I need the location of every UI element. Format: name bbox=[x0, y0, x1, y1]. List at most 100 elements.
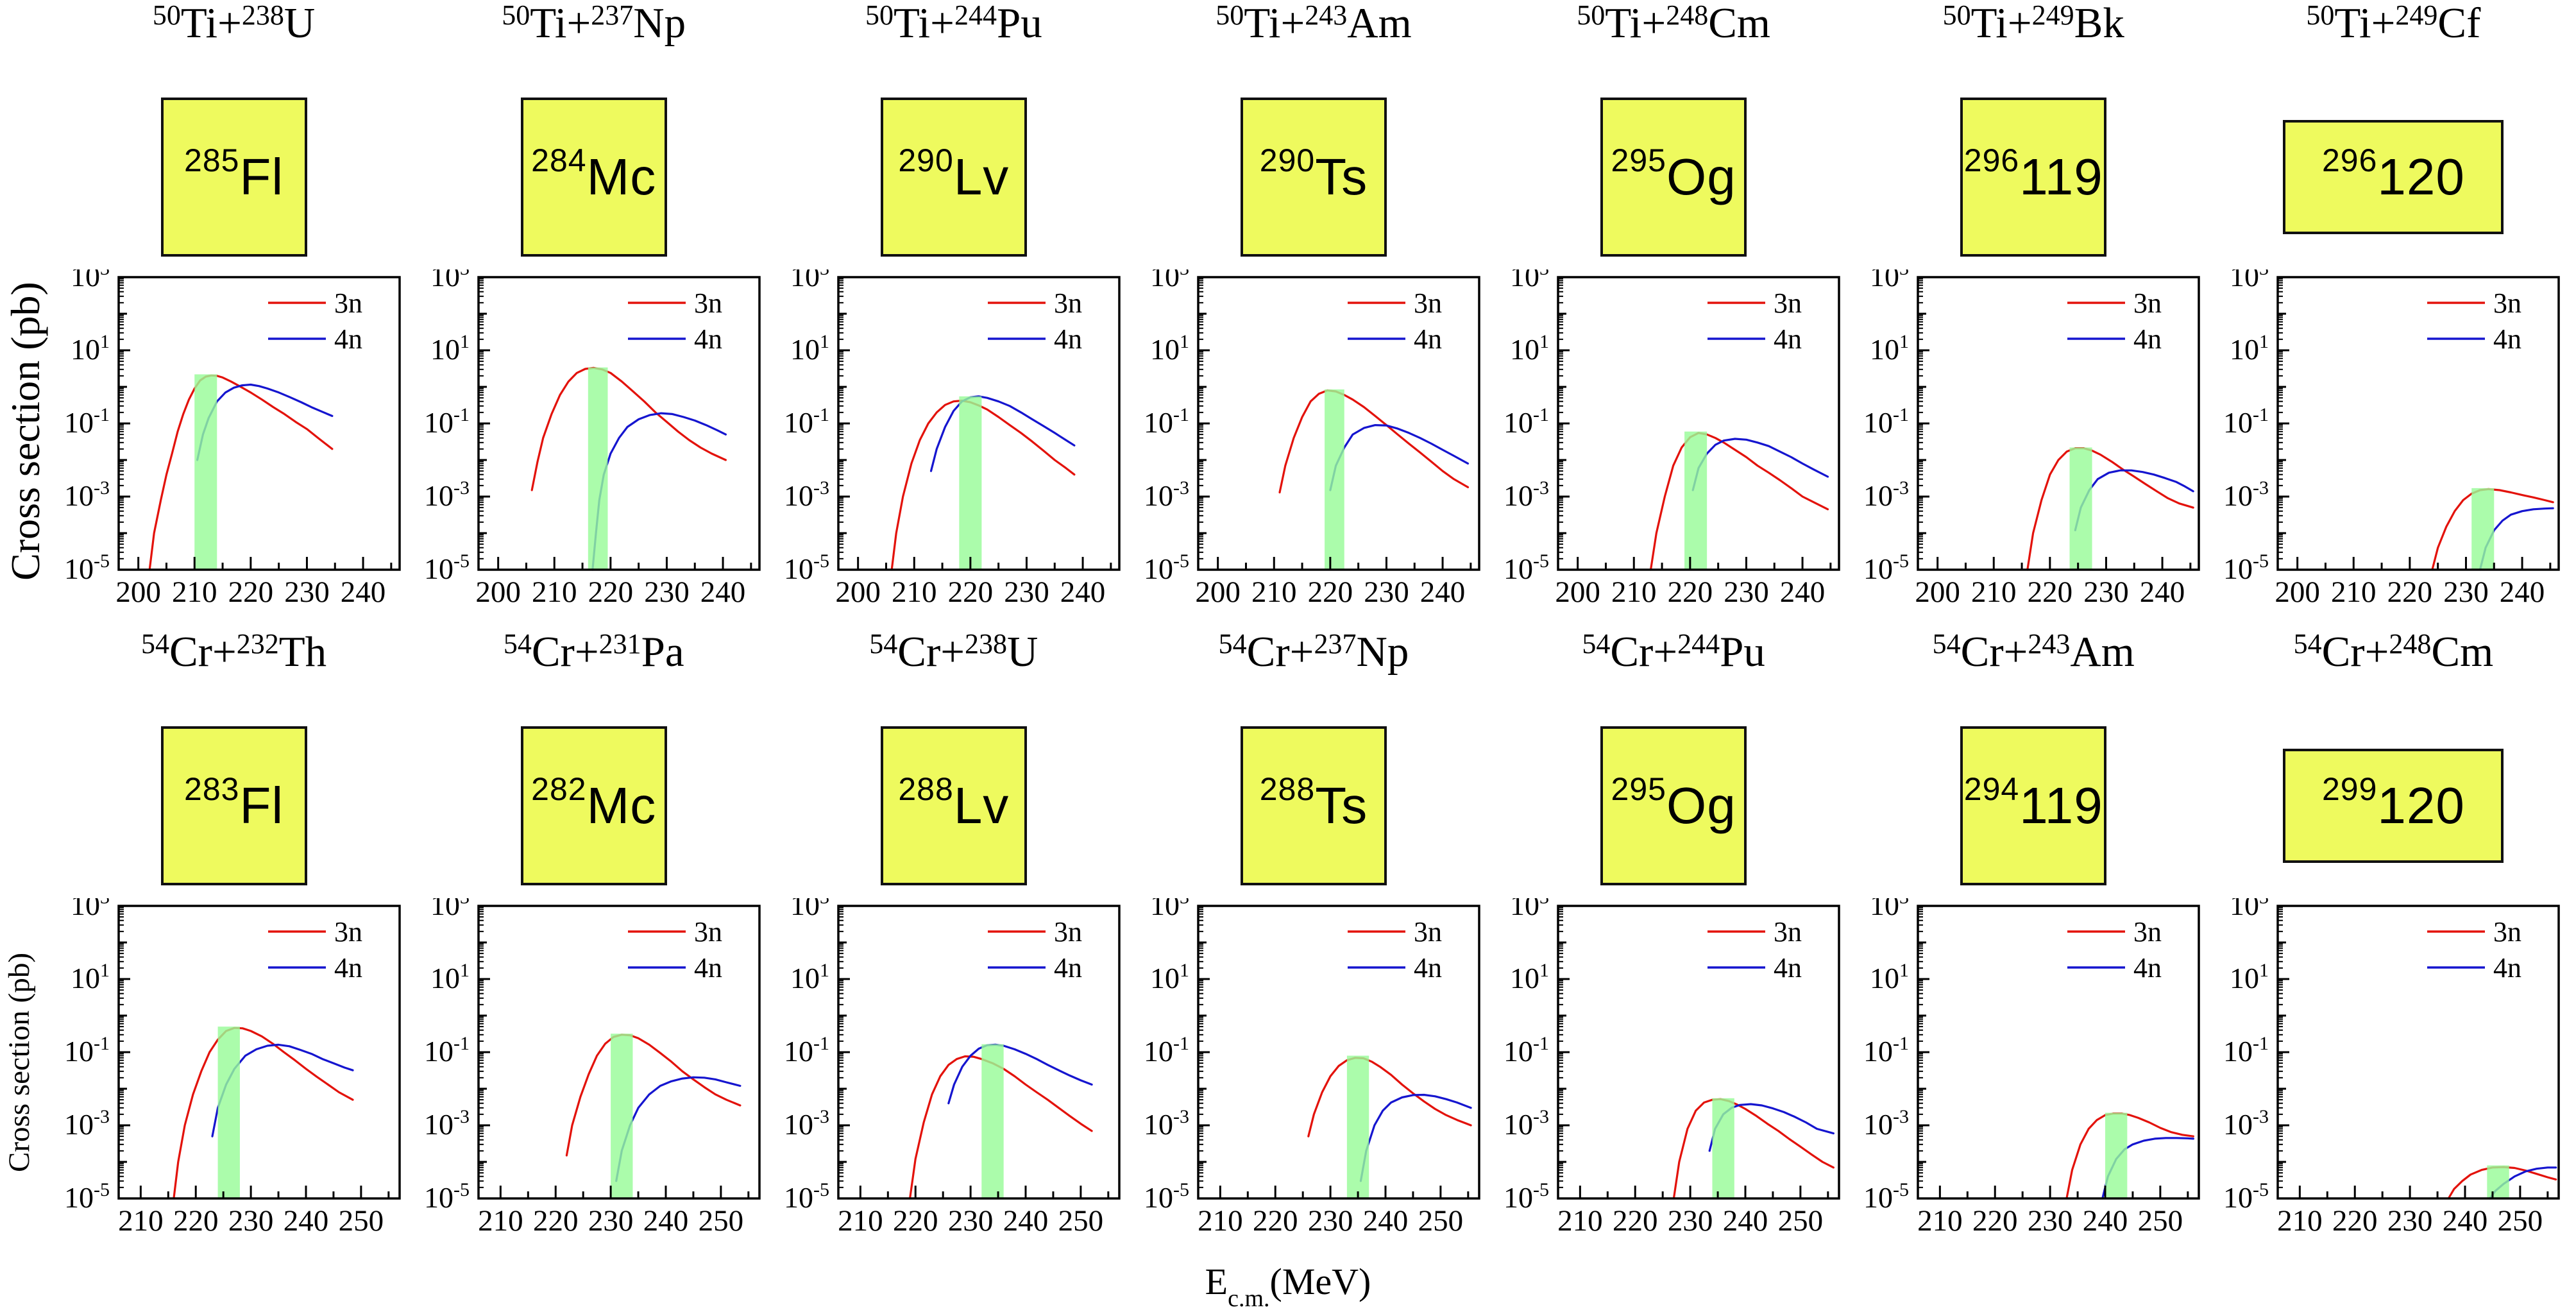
product-mass: 283 bbox=[184, 771, 240, 807]
x-axis-tick-labels: 200 210 220 230 240 bbox=[2275, 575, 2545, 609]
axes-ticks bbox=[1918, 276, 2192, 571]
svg-text:10-3: 10-3 bbox=[784, 1106, 829, 1141]
product-symbol: Mc bbox=[586, 777, 657, 834]
projectile-symbol: Cr bbox=[1246, 628, 1290, 676]
reaction-title: 50 Ti +249 Cf bbox=[2306, 0, 2480, 71]
svg-text:103: 103 bbox=[2230, 898, 2269, 921]
projectile-symbol: Ti bbox=[1244, 0, 1281, 47]
svg-text:10-5: 10-5 bbox=[424, 550, 470, 585]
projectile-symbol: Cr bbox=[169, 628, 212, 676]
product-label: 285Fl bbox=[184, 142, 284, 207]
svg-text:250: 250 bbox=[1778, 1204, 1824, 1238]
evaporation-window-band bbox=[1712, 1098, 1734, 1198]
legend-label-3n: 3n bbox=[334, 287, 362, 319]
plot-frame bbox=[1917, 905, 2201, 1200]
svg-text:10-3: 10-3 bbox=[424, 1106, 470, 1141]
plus-sign: + bbox=[212, 628, 237, 676]
plot-frame bbox=[1557, 276, 1840, 571]
svg-text:230: 230 bbox=[1004, 575, 1049, 609]
product-label: 288Lv bbox=[898, 771, 1010, 835]
product-mass: 299 bbox=[2321, 771, 2378, 807]
series-3n-curve bbox=[2026, 447, 2195, 571]
legend-label-3n: 3n bbox=[334, 916, 362, 948]
axes-ticks bbox=[2278, 276, 2552, 571]
legend-label-3n: 3n bbox=[2493, 287, 2521, 319]
product-box-area: 288Lv bbox=[880, 725, 1027, 887]
product-nucleus-box: 290Lv bbox=[880, 98, 1027, 257]
svg-text:220: 220 bbox=[947, 575, 993, 609]
y-axis-tick-labels: 103 101 10-1 10-3 10-5 bbox=[1144, 898, 1189, 1214]
series-3n-curve bbox=[172, 1027, 354, 1200]
evaporation-window-band bbox=[1684, 431, 1707, 570]
legend-label-4n: 4n bbox=[1414, 952, 1442, 984]
plus-sign: + bbox=[566, 0, 591, 47]
reaction-title: 50 Ti +237 Np bbox=[502, 0, 686, 71]
svg-text:101: 101 bbox=[1150, 331, 1189, 366]
svg-text:10-1: 10-1 bbox=[784, 1033, 829, 1068]
svg-text:10-1: 10-1 bbox=[1144, 1033, 1189, 1068]
product-symbol: Og bbox=[1666, 148, 1736, 205]
svg-text:10-3: 10-3 bbox=[784, 477, 829, 512]
projectile-symbol: Ti bbox=[1970, 0, 2008, 47]
target-mass: 237 bbox=[591, 0, 634, 31]
legend-label-4n: 4n bbox=[2133, 952, 2162, 984]
plot-frame bbox=[117, 905, 401, 1200]
svg-text:10-5: 10-5 bbox=[2223, 550, 2269, 585]
plus-sign: + bbox=[2003, 628, 2028, 676]
product-mass: 296 bbox=[1963, 142, 2020, 178]
target-symbol: U bbox=[1007, 628, 1038, 676]
reaction-title: 54 Cr +244 Pu bbox=[1582, 628, 1765, 699]
product-nucleus-box: 295Og bbox=[1600, 98, 1747, 257]
y-axis-tick-labels: 103 101 10-1 10-3 10-5 bbox=[64, 898, 110, 1214]
product-box-area: 299120 bbox=[2283, 725, 2504, 887]
series-4n-curve bbox=[1691, 438, 1829, 491]
reaction-title: 50 Ti +249 Bk bbox=[1943, 0, 2124, 71]
projectile-mass: 50 bbox=[1577, 0, 1606, 31]
svg-text:230: 230 bbox=[588, 1204, 634, 1238]
svg-text:10-5: 10-5 bbox=[1504, 1179, 1549, 1214]
x-axis-tick-labels: 210 220 230 240 250 bbox=[1557, 1204, 1823, 1238]
legend-label-4n: 4n bbox=[2493, 952, 2521, 984]
svg-text:10-1: 10-1 bbox=[64, 404, 110, 439]
product-mass: 282 bbox=[531, 771, 587, 807]
svg-text:200: 200 bbox=[1195, 575, 1241, 609]
target-mass: 248 bbox=[2389, 628, 2432, 660]
series-4n-curve bbox=[947, 1043, 1093, 1105]
evaporation-window-band bbox=[2069, 447, 2092, 570]
projectile-symbol: Ti bbox=[1605, 0, 1642, 47]
projectile-mass: 54 bbox=[140, 628, 169, 660]
svg-text:250: 250 bbox=[698, 1204, 743, 1238]
svg-text:210: 210 bbox=[892, 575, 937, 609]
svg-text:10-5: 10-5 bbox=[1504, 550, 1549, 585]
axes-ticks bbox=[118, 905, 389, 1200]
product-symbol: Lv bbox=[953, 777, 1010, 834]
reaction-title: 50 Ti +248 Cm bbox=[1577, 0, 1770, 71]
reaction-title: 54 Cr +237 Np bbox=[1219, 628, 1409, 699]
svg-text:220: 220 bbox=[1972, 1204, 2018, 1238]
plus-sign: + bbox=[2364, 628, 2389, 676]
svg-text:103: 103 bbox=[1870, 269, 1909, 293]
evaporation-window-band bbox=[1346, 1055, 1369, 1198]
reaction-title: 50 Ti +244 Pu bbox=[865, 0, 1042, 71]
series-3n-curve bbox=[1672, 1098, 1835, 1200]
svg-text:10-3: 10-3 bbox=[64, 477, 110, 512]
y-axis-title-row1: Cross section (pb) bbox=[3, 282, 48, 581]
svg-text:210: 210 bbox=[1917, 1204, 1963, 1238]
projectile-symbol: Cr bbox=[897, 628, 941, 676]
plot-frame bbox=[1917, 276, 2201, 571]
series-3n-curve bbox=[890, 399, 1076, 571]
legend-label-4n: 4n bbox=[1054, 323, 1082, 355]
svg-text:10-1: 10-1 bbox=[1504, 404, 1549, 439]
target-symbol: U bbox=[284, 0, 316, 47]
y-axis-title-row2: Cross section (pb) bbox=[3, 952, 36, 1173]
plus-sign: + bbox=[1641, 0, 1666, 47]
product-label: 299120 bbox=[2322, 771, 2465, 835]
product-nucleus-box: 285Fl bbox=[160, 98, 307, 257]
x-axis-title-subscript: c.m. bbox=[1228, 1284, 1270, 1312]
svg-text:240: 240 bbox=[2140, 575, 2185, 609]
